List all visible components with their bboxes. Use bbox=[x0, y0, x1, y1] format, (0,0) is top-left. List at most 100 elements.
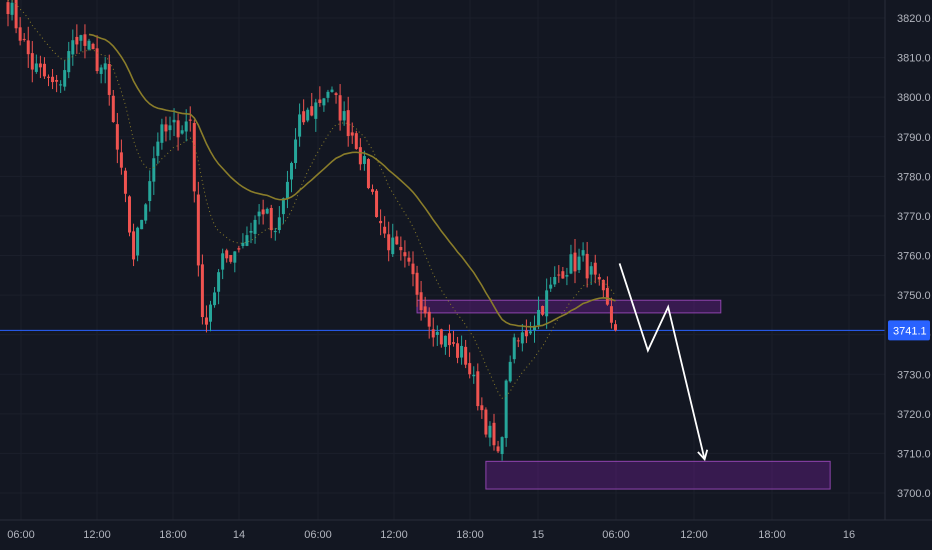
candle-body bbox=[168, 125, 172, 131]
candle-body bbox=[549, 284, 553, 289]
candle-body bbox=[132, 231, 136, 260]
candle-body bbox=[423, 306, 427, 314]
candle-body bbox=[241, 242, 245, 247]
candle-body bbox=[123, 170, 127, 194]
candle-body bbox=[488, 425, 492, 438]
candle-body bbox=[99, 67, 103, 74]
candle-body bbox=[403, 252, 407, 257]
resistance-zone[interactable] bbox=[416, 299, 722, 314]
candle-body bbox=[180, 130, 184, 134]
candle-body bbox=[565, 275, 569, 277]
candle-body bbox=[593, 262, 597, 275]
slow-moving-average bbox=[88, 33, 616, 328]
candle-body bbox=[38, 63, 42, 68]
candle-body bbox=[164, 124, 168, 132]
price-tick-label: 3720.0 bbox=[897, 409, 931, 421]
candle-body bbox=[561, 271, 565, 279]
current-price-tag: 3741.1 bbox=[888, 320, 930, 341]
price-tick-label: 3730.0 bbox=[897, 369, 931, 381]
candle-body bbox=[172, 119, 176, 123]
candle-body bbox=[330, 89, 334, 92]
candle-body bbox=[468, 363, 472, 375]
candle-body bbox=[537, 309, 541, 326]
candle-body bbox=[237, 248, 241, 250]
candle-body bbox=[419, 292, 423, 311]
time-tick-label: 15 bbox=[532, 529, 544, 541]
candle-body bbox=[79, 35, 83, 41]
candle-body bbox=[581, 250, 585, 256]
time-axis[interactable]: 06:00 12:00 18:00 14 06:00 12:00 18:00 15 06:00 1… bbox=[0, 519, 932, 541]
candle-body bbox=[290, 163, 293, 180]
candle-body bbox=[140, 219, 144, 230]
candle-body bbox=[524, 330, 528, 337]
candle-body bbox=[614, 324, 617, 331]
candle-body bbox=[346, 110, 350, 137]
candle-body bbox=[407, 257, 411, 262]
candle-body bbox=[520, 332, 524, 344]
candle-body bbox=[318, 99, 322, 103]
candle-body bbox=[294, 139, 298, 164]
price-tick-label: 3750.0 bbox=[897, 290, 931, 302]
projection-layer bbox=[618, 263, 709, 462]
candle-body bbox=[306, 109, 310, 121]
candle-body bbox=[152, 158, 156, 182]
candle-body bbox=[362, 156, 366, 164]
candle-body bbox=[354, 133, 358, 149]
candle-body bbox=[119, 152, 123, 168]
time-tick-label: 18:00 bbox=[159, 529, 187, 541]
candle-body bbox=[310, 106, 314, 116]
candle-body bbox=[273, 231, 277, 233]
grid bbox=[0, 0, 885, 520]
candle-body bbox=[265, 208, 269, 214]
candle-body bbox=[229, 254, 233, 262]
candle-body bbox=[144, 204, 148, 221]
candle-body bbox=[196, 194, 200, 266]
candle-body bbox=[176, 120, 180, 138]
candle-body bbox=[447, 333, 451, 346]
candle-body bbox=[111, 95, 115, 123]
candle-body bbox=[379, 220, 383, 224]
price-tick-label: 3780.0 bbox=[897, 171, 931, 183]
candle-body bbox=[569, 254, 573, 274]
time-tick-label: 16 bbox=[843, 529, 855, 541]
candle-body bbox=[371, 189, 374, 192]
candle-body bbox=[545, 290, 549, 317]
candles-layer bbox=[6, 0, 617, 461]
price-tick-label: 3710.0 bbox=[897, 448, 931, 460]
candle-body bbox=[427, 311, 431, 327]
candle-body bbox=[589, 266, 593, 275]
candle-body bbox=[42, 63, 46, 77]
candle-body bbox=[439, 329, 443, 345]
candle-body bbox=[245, 235, 249, 246]
price-tick-label: 3760.0 bbox=[897, 251, 931, 263]
candle-body bbox=[431, 329, 435, 338]
candle-body bbox=[160, 124, 164, 143]
candle-body bbox=[411, 263, 415, 275]
candle-body bbox=[221, 253, 225, 270]
candle-body bbox=[225, 250, 229, 259]
candle-body bbox=[257, 211, 261, 217]
candle-body bbox=[136, 227, 140, 256]
time-tick-label: 12:00 bbox=[83, 529, 111, 541]
candle-body bbox=[342, 111, 346, 121]
candle-body bbox=[443, 335, 447, 347]
candle-body bbox=[95, 48, 99, 72]
target-zone[interactable] bbox=[485, 460, 831, 490]
price-tick-label: 3820.0 bbox=[897, 13, 931, 25]
candle-body bbox=[6, 2, 10, 15]
candle-body bbox=[269, 208, 273, 231]
candle-body bbox=[71, 40, 75, 55]
candle-body bbox=[456, 343, 460, 358]
candle-body bbox=[500, 437, 504, 455]
candle-body bbox=[18, 27, 22, 41]
candle-body bbox=[22, 38, 26, 40]
candle-body bbox=[204, 317, 208, 325]
candle-body bbox=[148, 181, 152, 202]
candle-body bbox=[34, 63, 38, 72]
price-tick-label: 3790.0 bbox=[897, 132, 931, 144]
candle-body bbox=[249, 230, 253, 233]
candle-body bbox=[472, 374, 476, 377]
candle-body bbox=[261, 209, 265, 215]
